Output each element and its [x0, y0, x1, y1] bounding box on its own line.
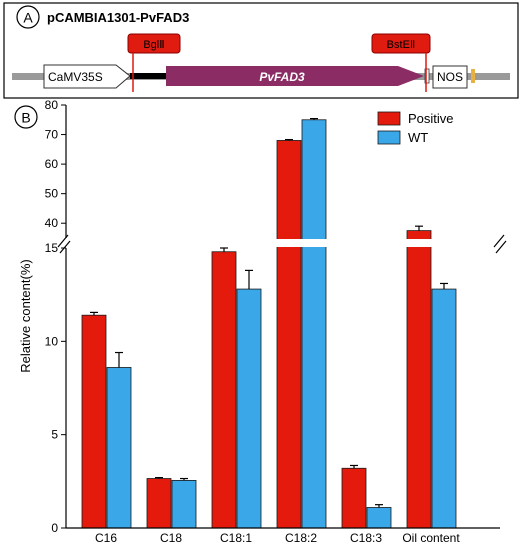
y-tick-label: 5	[51, 428, 58, 442]
legend-label: WT	[408, 130, 428, 145]
site1-box	[127, 33, 181, 54]
axis-break-mark	[493, 234, 505, 248]
bar-positive	[406, 230, 432, 529]
bar-wt	[366, 507, 392, 529]
y-tick-label: 70	[45, 128, 59, 142]
bar-wt	[236, 288, 262, 529]
terminator-label: NOS	[437, 70, 463, 84]
legend-swatch	[377, 130, 401, 145]
bar-wt	[171, 479, 197, 529]
promoter-arrow	[43, 64, 131, 89]
gene-arrow	[166, 66, 424, 86]
promoter-label: CaMV35S	[48, 70, 103, 84]
panel-a-label: A	[23, 10, 33, 26]
axis-break-mark	[495, 240, 507, 254]
y-tick-label: 80	[45, 98, 59, 112]
axis-break-gap	[64, 239, 504, 247]
site2-label: BstEⅡ	[387, 39, 416, 51]
bar-positive	[211, 251, 237, 529]
gene-label: PvFAD3	[259, 70, 305, 84]
bar-wt	[301, 119, 327, 529]
x-tick-label: C18:1	[220, 531, 252, 545]
legend-label: Positive	[408, 111, 454, 126]
linker-segment	[130, 73, 166, 79]
panel-b-label-circle	[14, 105, 38, 129]
site1-label: BglⅡ	[143, 39, 164, 51]
y-tick-label: 10	[45, 334, 59, 348]
border-marker	[471, 69, 475, 83]
bar-chart: C16 C18 C18:1 C18:2 C18:3 Oil content 0 5 10 15 40…	[18, 98, 507, 545]
bar-positive	[341, 467, 367, 529]
y-tick-label: 50	[45, 187, 59, 201]
panel-a-label-circle	[16, 5, 40, 29]
bar-positive	[81, 314, 107, 529]
axis-break-mark	[57, 234, 69, 248]
y-tick-label: 60	[45, 157, 59, 171]
y-tick-label: 15	[45, 241, 59, 255]
stop-marker	[424, 68, 430, 84]
legend-swatch	[377, 111, 401, 126]
y-axis-label: Relative content(%)	[18, 259, 33, 372]
site2-box	[371, 33, 431, 54]
bar-positive	[146, 478, 172, 529]
y-tick-label: 40	[45, 216, 59, 230]
bar-wt	[106, 367, 132, 529]
x-tick-label: C16	[95, 531, 117, 545]
panel-b-label: B	[21, 110, 30, 126]
x-tick-label: C18:2	[285, 531, 317, 545]
bar-positive	[276, 140, 302, 529]
x-tick-label: C18	[160, 531, 182, 545]
y-tick-label: 0	[51, 521, 58, 535]
bar-wt	[431, 288, 457, 529]
construct-title: pCAMBIA1301-PvFAD3	[47, 10, 189, 25]
x-tick-label: Oil content	[402, 531, 460, 545]
axis-break-mark	[59, 240, 71, 254]
terminator-box	[432, 65, 468, 89]
x-tick-label: C18:3	[350, 531, 382, 545]
